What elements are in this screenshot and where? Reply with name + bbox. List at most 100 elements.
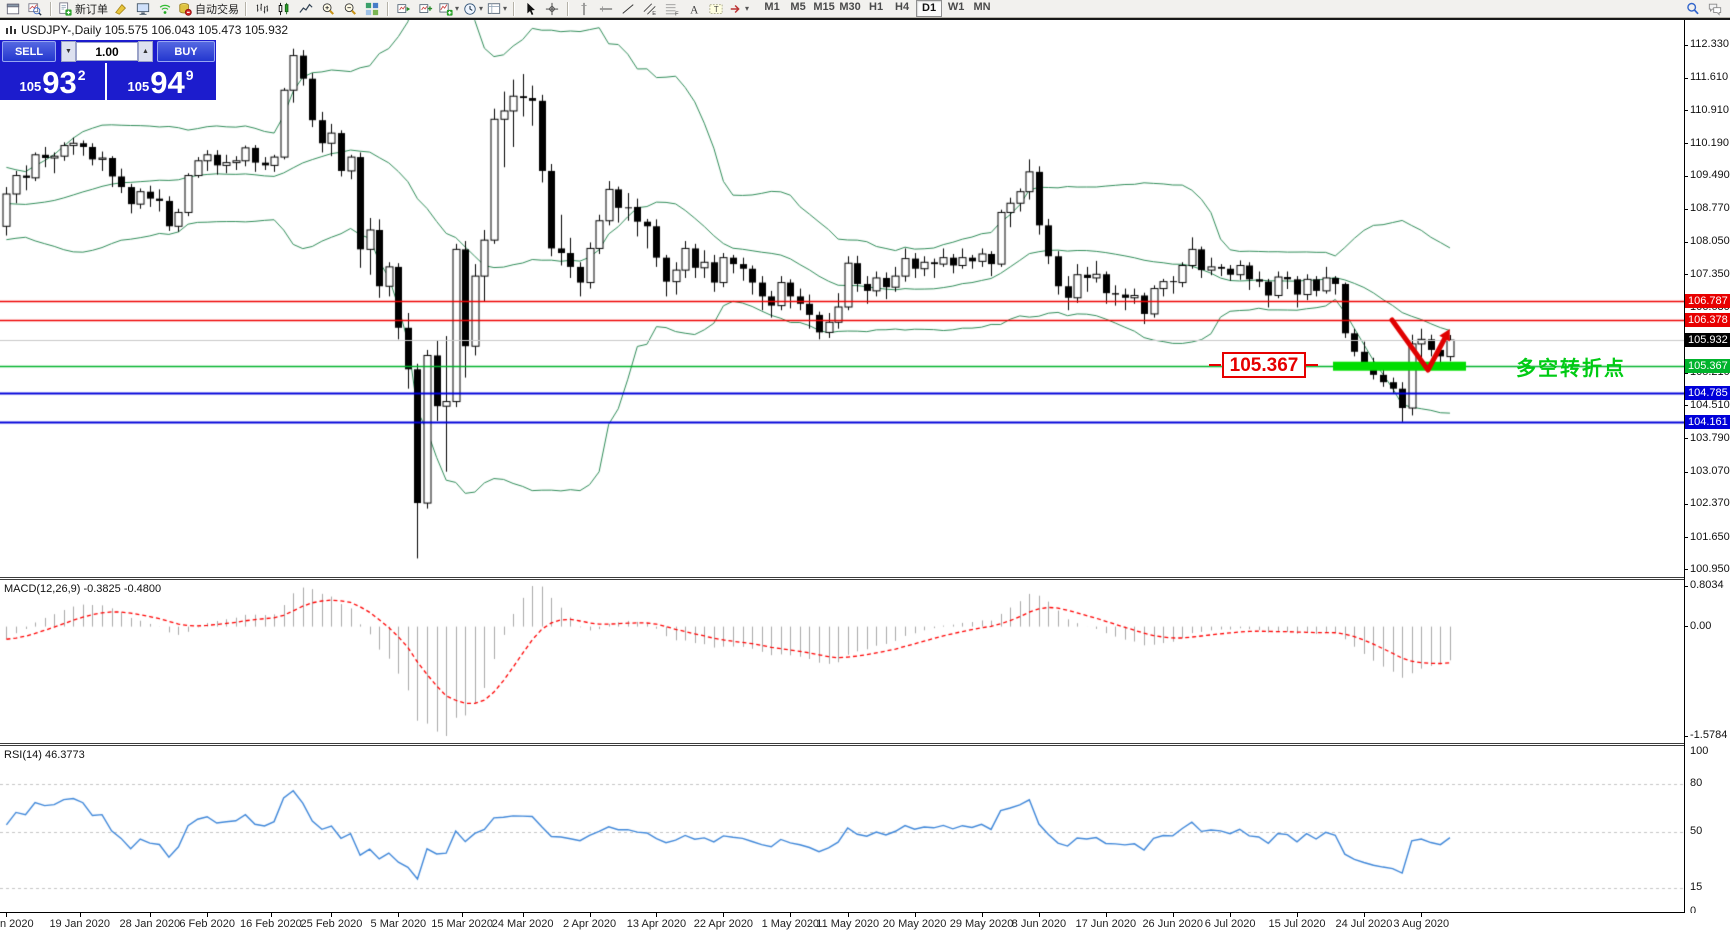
note-text[interactable]: 多空转折点 [1516,358,1626,380]
buy-button[interactable]: BUY [157,41,215,62]
date-tick [1172,913,1174,917]
channel-icon: E [643,2,656,16]
date-label: 2 Apr 2020 [562,918,617,930]
chat-button[interactable] [1704,1,1726,17]
pane-divider[interactable] [0,743,1730,746]
date-tick [6,913,8,917]
dropdown-arrow-icon[interactable]: ▾ [503,4,508,13]
date-tick [270,913,272,917]
price-tick-label: 107.350 [1690,267,1730,280]
date-label: 24 Jul 2020 [1335,918,1393,930]
new-order-button[interactable]: 新订单 [56,1,110,17]
volume-input[interactable]: 1.00 [76,42,138,61]
dropdown-arrow-icon[interactable]: ▾ [455,4,460,13]
date-label: 1 May 2020 [761,918,820,930]
date-label: 3 Aug 2020 [1393,918,1450,930]
toolbar: 新订单 自动交易 ▾ ▾ ▾ E F A T ▾ M1 M5 M15 M30 H1 H4 D1 W1 MN [0,0,1730,18]
support-price-label[interactable]: 105.367 [1222,352,1306,378]
date-label: 16 Feb 2020 [240,918,302,930]
channel-button[interactable]: E [639,1,661,17]
timeframe-h4-button[interactable]: H4 [895,1,910,13]
hline-button[interactable] [595,1,617,17]
arrange-left-button[interactable] [393,1,415,17]
signal-button[interactable] [154,1,176,17]
crosshair-button[interactable] [541,1,563,17]
sell-price-pip: 2 [77,67,86,83]
add-indicator-button[interactable]: ▾ [437,1,461,17]
signal-icon [159,4,171,14]
date-label: 5 Mar 2020 [370,918,427,930]
linechart-button[interactable] [295,1,317,17]
date-label: 15 Mar 2020 [431,918,494,930]
axis-tick [1684,585,1688,587]
sell-price-base: 105 [19,79,42,94]
timeframe-m1-button[interactable]: M1 [764,1,780,13]
timeframe-d1-button[interactable]: D1 [916,0,943,17]
add-indicator-icon [439,2,453,16]
dropdown-arrow-icon[interactable]: ▾ [745,4,750,13]
price-axis[interactable] [1684,20,1730,913]
volume-up-button[interactable]: ▲ [138,41,153,62]
monitor-button[interactable] [132,1,154,17]
timeframe-m30-button[interactable]: M30 [839,1,861,13]
rsi-canvas[interactable] [0,746,1684,912]
fibonacci-button[interactable]: F [661,1,683,17]
main-chart-canvas[interactable] [0,20,1684,577]
timeframe-w1-button[interactable]: W1 [947,1,965,13]
arrange-right-button[interactable] [415,1,437,17]
chart-zoom-button[interactable] [24,1,46,17]
timeframe-m15-button[interactable]: M15 [813,1,835,13]
svg-text:F: F [675,11,679,15]
macd-canvas[interactable] [0,580,1684,743]
window-button[interactable] [2,1,24,17]
sell-button[interactable]: SELL [2,41,56,62]
text-button[interactable]: A [683,1,705,17]
tile-button[interactable] [361,1,383,17]
price-tick-label: 108.050 [1690,235,1730,248]
label-connector [1306,364,1318,366]
trendline-button[interactable] [617,1,639,17]
bars-button[interactable] [251,1,273,17]
autotrading-button[interactable]: 自动交易 [176,1,241,17]
axis-tick [1684,241,1688,243]
date-label: 11 May 2020 [816,918,880,930]
linechart-icon [299,3,313,13]
price-tick-label: 104.510 [1690,398,1730,411]
axis-tick [1684,626,1688,628]
zoom-out-button[interactable] [339,1,361,17]
search-icon [1687,2,1699,15]
autotrading-label: 自动交易 [195,3,239,16]
date-tick [914,913,916,917]
zoom-in-button[interactable] [317,1,339,17]
timeframe-h1-button[interactable]: H1 [869,1,884,13]
date-tick [331,913,333,917]
candles-button[interactable] [273,1,295,17]
pane-divider[interactable] [0,577,1730,580]
timeframe-mn-button[interactable]: MN [973,1,991,13]
template-button[interactable]: ▾ [485,1,509,17]
brush-button[interactable] [110,1,132,17]
clock-button[interactable]: ▾ [461,1,485,17]
volume-down-button[interactable]: ▼ [61,41,76,62]
text-label-button[interactable]: T [705,1,727,17]
crosshair-icon [545,2,559,15]
dropdown-arrow-icon[interactable]: ▾ [479,4,484,13]
date-tick [847,913,849,917]
macd-indicator-label: MACD(12,26,9) -0.3825 -0.4800 [4,583,162,595]
buy-price[interactable]: 105 94 9 [107,63,214,100]
vline-button[interactable] [573,1,595,17]
new-order-label: 新订单 [75,3,108,16]
timeframe-m5-button[interactable]: M5 [790,1,806,13]
shapes-button[interactable]: ▾ [727,1,751,17]
date-label: 15 Jul 2020 [1268,918,1326,930]
date-tick [1421,913,1423,917]
sell-price[interactable]: 105 93 2 [0,63,107,100]
price-tick-label: 109.490 [1690,169,1730,181]
search-button[interactable] [1682,1,1704,17]
cursor-button[interactable] [519,1,541,17]
date-label: 6 Feb 2020 [179,918,235,930]
axis-tick [1684,537,1688,539]
date-label: 29 May 2020 [949,918,1014,930]
